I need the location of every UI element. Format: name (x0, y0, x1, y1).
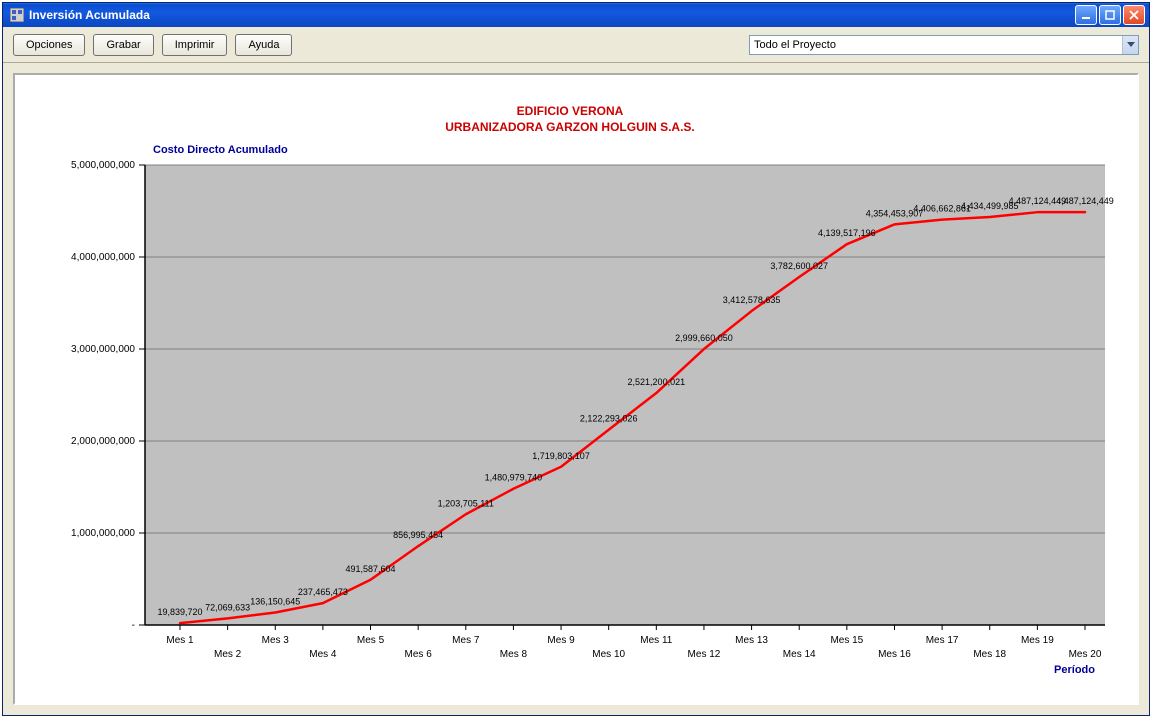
svg-text:Mes 19: Mes 19 (1021, 635, 1054, 646)
ayuda-button[interactable]: Ayuda (235, 34, 292, 56)
svg-text:Mes 20: Mes 20 (1069, 649, 1102, 660)
svg-text:URBANIZADORA GARZON HOLGUIN S.: URBANIZADORA GARZON HOLGUIN S.A.S. (445, 120, 695, 134)
svg-text:136,150,645: 136,150,645 (250, 596, 300, 606)
app-window: Inversión Acumulada Opciones Grabar Impr… (2, 2, 1150, 716)
svg-text:Mes 2: Mes 2 (214, 649, 242, 660)
svg-text:Mes 10: Mes 10 (592, 649, 625, 660)
svg-text:Mes 11: Mes 11 (640, 635, 672, 646)
svg-text:4,000,000,000: 4,000,000,000 (71, 252, 135, 263)
close-button[interactable] (1123, 5, 1145, 25)
content-area: EDIFICIO VERONA URBANIZADORA GARZON HOLGU… (3, 63, 1149, 715)
svg-text:Mes 13: Mes 13 (735, 635, 768, 646)
minimize-button[interactable] (1075, 5, 1097, 25)
svg-text:Mes 1: Mes 1 (166, 635, 194, 646)
svg-text:2,999,660,050: 2,999,660,050 (675, 333, 733, 343)
svg-text:3,412,578,635: 3,412,578,635 (723, 295, 781, 305)
svg-text:Mes 16: Mes 16 (878, 649, 911, 660)
chevron-down-icon (1122, 36, 1138, 54)
svg-text:Mes 17: Mes 17 (926, 635, 959, 646)
svg-text:Mes 14: Mes 14 (783, 649, 816, 660)
titlebar: Inversión Acumulada (3, 3, 1149, 27)
svg-text:Costo Directo Acumulado: Costo Directo Acumulado (153, 144, 288, 156)
svg-text:2,000,000,000: 2,000,000,000 (71, 436, 135, 447)
svg-text:1,000,000,000: 1,000,000,000 (71, 528, 135, 539)
svg-text:237,465,473: 237,465,473 (298, 587, 348, 597)
svg-text:Mes 7: Mes 7 (452, 635, 480, 646)
svg-text:3,782,600,027: 3,782,600,027 (770, 261, 828, 271)
app-icon (9, 7, 25, 23)
imprimir-button[interactable]: Imprimir (162, 34, 228, 56)
project-select[interactable]: Todo el Proyecto (749, 35, 1139, 55)
svg-text:Mes 12: Mes 12 (688, 649, 721, 660)
svg-text:1,203,705,111: 1,203,705,111 (438, 498, 494, 508)
toolbar: Opciones Grabar Imprimir Ayuda Todo el P… (3, 27, 1149, 63)
svg-text:5,000,000,000: 5,000,000,000 (71, 160, 135, 171)
svg-text:2,521,200,021: 2,521,200,021 (628, 377, 686, 387)
svg-text:Mes 9: Mes 9 (547, 635, 575, 646)
window-controls (1075, 5, 1149, 25)
maximize-button[interactable] (1099, 5, 1121, 25)
svg-text:Mes 8: Mes 8 (500, 649, 528, 660)
investment-chart: EDIFICIO VERONA URBANIZADORA GARZON HOLGU… (15, 75, 1125, 695)
svg-text:856,995,454: 856,995,454 (393, 530, 443, 540)
svg-text:Mes 4: Mes 4 (309, 649, 337, 660)
opciones-button[interactable]: Opciones (13, 34, 85, 56)
svg-text:Mes 5: Mes 5 (357, 635, 385, 646)
svg-text:EDIFICIO VERONA: EDIFICIO VERONA (517, 104, 624, 118)
svg-text:19,839,720: 19,839,720 (157, 607, 202, 617)
svg-text:3,000,000,000: 3,000,000,000 (71, 344, 135, 355)
svg-text:4,487,124,449: 4,487,124,449 (1056, 196, 1114, 206)
svg-text:-: - (132, 620, 135, 631)
grabar-button[interactable]: Grabar (93, 34, 153, 56)
svg-text:72,069,633: 72,069,633 (205, 602, 250, 612)
chart-panel: EDIFICIO VERONA URBANIZADORA GARZON HOLGU… (13, 73, 1139, 705)
svg-text:4,139,517,196: 4,139,517,196 (818, 228, 876, 238)
svg-text:Período: Período (1054, 664, 1095, 676)
svg-text:1,719,803,107: 1,719,803,107 (532, 451, 590, 461)
svg-text:491,587,604: 491,587,604 (345, 564, 395, 574)
window-title: Inversión Acumulada (29, 8, 1075, 22)
svg-text:Mes 15: Mes 15 (830, 635, 863, 646)
project-select-value: Todo el Proyecto (754, 39, 1122, 51)
svg-text:1,480,979,740: 1,480,979,740 (485, 473, 543, 483)
svg-text:Mes 6: Mes 6 (405, 649, 433, 660)
svg-text:Mes 18: Mes 18 (973, 649, 1006, 660)
svg-text:2,122,293,026: 2,122,293,026 (580, 414, 638, 424)
svg-text:Mes 3: Mes 3 (262, 635, 290, 646)
